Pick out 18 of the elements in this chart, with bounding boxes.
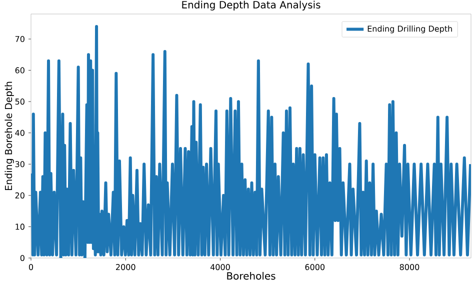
y-tick-label: 0	[20, 254, 24, 262]
x-axis-title: Boreholes	[227, 272, 276, 280]
x-tick-label: 2000	[116, 264, 136, 270]
y-tick-label: 30	[15, 161, 24, 168]
y-tick-label: 70	[15, 36, 24, 42]
y-tick-label: 20	[15, 192, 24, 198]
line-series	[31, 25, 471, 258]
x-tick-label: 8000	[400, 264, 420, 270]
x-tick-label: 0	[28, 264, 34, 270]
y-tick-label: 40	[15, 130, 24, 136]
y-tick-label: 10	[16, 224, 24, 230]
y-axis-title: Ending Borehole Depth	[4, 82, 14, 190]
chart-title: Ending Depth Data Analysis	[182, 0, 320, 10]
legend-label: Ending Drilling Depth	[368, 26, 452, 34]
y-tick-label: 60	[15, 67, 24, 74]
x-tick-label: 4000	[210, 264, 230, 270]
y-tick-label: 50	[15, 98, 24, 105]
x-tick-label: 6000	[305, 264, 325, 270]
